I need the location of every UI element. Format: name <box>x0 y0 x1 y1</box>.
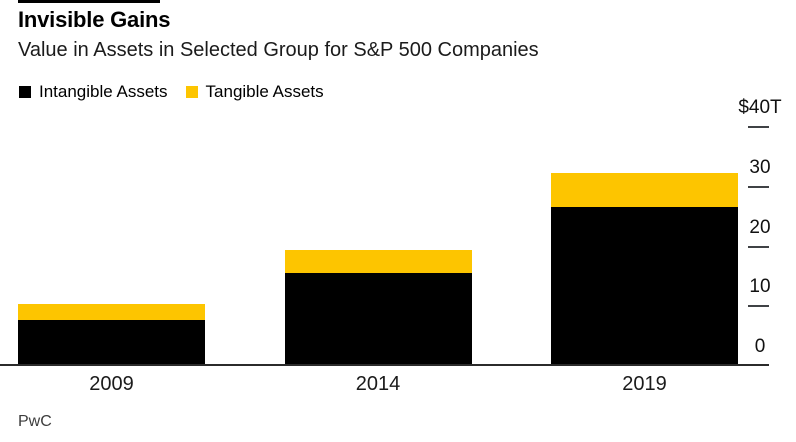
y-tick-dash-30 <box>748 185 769 188</box>
legend-label: Tangible Assets <box>205 82 324 101</box>
x-axis-line <box>0 364 769 366</box>
x-tick-label-2009: 2009 <box>89 373 134 395</box>
y-tick-dash-40 <box>748 126 769 129</box>
bar-2014-tangible-assets-segment <box>284 249 472 274</box>
bar-2019-intangible-assets-segment <box>551 207 738 366</box>
y-tick-label-20: 20 <box>749 216 771 238</box>
legend-item-intangible-assets: Intangible Assets <box>19 82 168 102</box>
y-tick-label-30: 30 <box>749 156 771 178</box>
bar-2014-intangible-assets-segment <box>284 273 472 366</box>
bar-2009-intangible-assets-segment <box>18 320 205 366</box>
chart-subtitle: Value in Assets in Selected Group for S&… <box>18 39 539 61</box>
x-tick-label-2014: 2014 <box>355 373 401 395</box>
legend-swatch-icon <box>185 86 198 98</box>
legend-label: Intangible Assets <box>39 82 168 101</box>
chart-title: Invisible Gains <box>18 7 171 32</box>
y-tick-dash-10 <box>748 305 769 308</box>
bar-2009-tangible-assets-segment <box>18 303 205 321</box>
cropped-text-artifact <box>18 0 160 3</box>
y-tick-label-0: 0 <box>754 336 766 357</box>
source-label: PwC <box>18 413 52 430</box>
x-tick-label-2019: 2019 <box>622 373 667 395</box>
y-tick-label-10: 10 <box>749 276 771 298</box>
y-tick-label-40: $40T <box>738 97 782 119</box>
legend-item-tangible-assets: Tangible Assets <box>185 82 324 102</box>
bar-2019-tangible-assets-segment <box>551 172 738 208</box>
legend-swatch-icon <box>19 86 31 98</box>
y-tick-dash-20 <box>748 245 769 248</box>
legend: Intangible Assets Tangible Assets <box>19 82 324 102</box>
